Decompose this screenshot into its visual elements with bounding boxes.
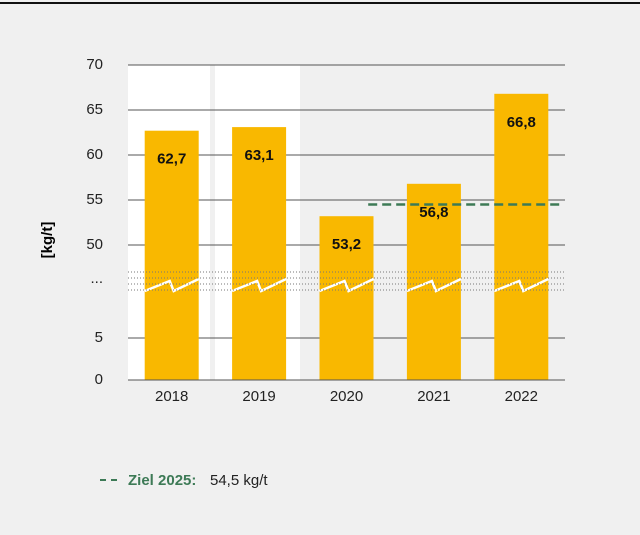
y-tick-label: 65 <box>86 101 103 118</box>
bar <box>232 127 287 380</box>
value-label: 53,2 <box>332 236 361 253</box>
axis-break <box>493 277 549 293</box>
bar <box>406 183 461 380</box>
bar <box>494 93 549 381</box>
x-tick-label: 2021 <box>417 388 450 405</box>
value-label: 63,1 <box>244 147 273 164</box>
legend-label: Ziel 2025: <box>128 472 196 489</box>
y-tick-label: 70 <box>86 56 103 73</box>
axis-break <box>406 277 462 293</box>
x-tick-label: 2020 <box>330 388 363 405</box>
x-tick-label: 2019 <box>242 388 275 405</box>
x-tick-label: 2018 <box>155 388 188 405</box>
axis-break <box>231 277 287 293</box>
legend-value: 54,5 kg/t <box>210 472 268 489</box>
y-tick-label: 50 <box>86 236 103 253</box>
value-label: 56,8 <box>419 204 448 221</box>
x-tick-label: 2022 <box>505 388 538 405</box>
y-tick-label: 5 <box>95 329 103 346</box>
y-tick-label: 55 <box>86 191 103 208</box>
y-break-label: ... <box>90 270 103 287</box>
value-label: 62,7 <box>157 151 186 168</box>
y-tick-label: 60 <box>86 146 103 163</box>
bar <box>319 216 374 380</box>
y-tick-label: 0 <box>95 371 103 388</box>
bar <box>144 130 199 380</box>
y-axis-label: [kg/t] <box>39 222 56 259</box>
value-label: 66,8 <box>507 114 536 131</box>
axis-break <box>319 277 375 293</box>
axis-break <box>144 277 200 293</box>
